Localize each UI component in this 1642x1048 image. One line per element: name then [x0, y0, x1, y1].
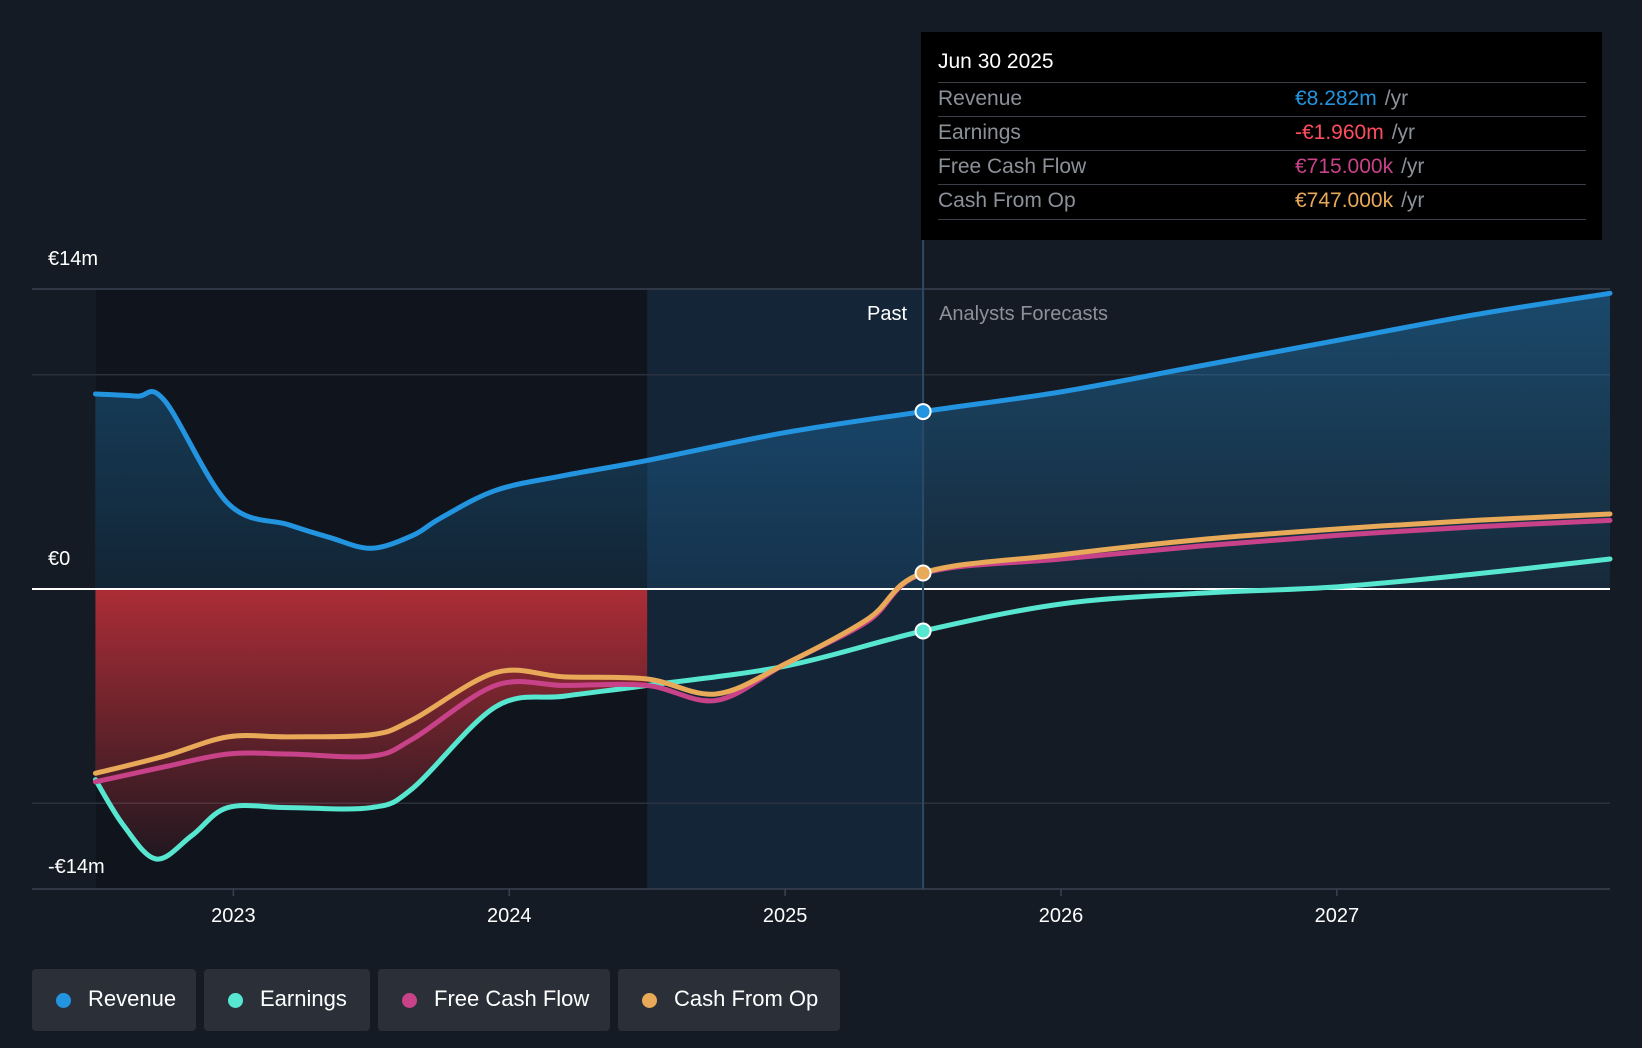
tooltip-unit: /yr: [1391, 121, 1416, 144]
legend-item-free-cash-flow[interactable]: Free Cash Flow: [378, 969, 610, 1031]
tooltip-date: Jun 30 2025: [938, 50, 1054, 73]
tooltip-value: €8.282m/yr: [1295, 87, 1408, 111]
revenue-dot-icon: [56, 993, 71, 1008]
tooltip-value: €747.000k/yr: [1295, 189, 1424, 213]
tooltip-value-text: €747.000k: [1295, 189, 1394, 212]
y-tick-label: €14m: [48, 248, 98, 270]
fcf-dot-icon: [402, 993, 417, 1008]
series-line-free-cash-flow: [92, 517, 1613, 785]
y-tick-label: €0: [48, 548, 70, 570]
tooltip-unit: /yr: [1401, 155, 1425, 178]
legend-item-revenue[interactable]: Revenue: [32, 969, 196, 1031]
tooltip-value: €715.000k/yr: [1295, 155, 1424, 179]
tooltip-unit: /yr: [1384, 87, 1409, 110]
x-tick-label: 2023: [211, 905, 256, 927]
x-tick-label: 2027: [1315, 905, 1360, 927]
tooltip-value-text: €8.282m: [1295, 87, 1377, 110]
earnings-dot-icon: [228, 993, 243, 1008]
forecast-label: Analysts Forecasts: [939, 303, 1108, 325]
legend-label: Cash From Op: [674, 986, 819, 1011]
tooltip-value-text: -€1.960m: [1295, 121, 1384, 144]
revenue-area: [95, 293, 1610, 589]
tooltip-row-revenue: Revenue €8.282m/yr: [938, 82, 1586, 117]
tooltip-label: Cash From Op: [938, 189, 1076, 212]
x-tick-label: 2025: [763, 905, 808, 927]
x-tick-label: 2026: [1039, 905, 1084, 927]
series-line-cash-from-op: [92, 511, 1613, 776]
tooltip: Jun 30 2025 Revenue €8.282m/yr Earnings …: [921, 32, 1602, 240]
cfo-dot-icon: [642, 993, 657, 1008]
legend-label: Earnings: [260, 986, 347, 1011]
earnings-negative-area: [95, 589, 648, 860]
tooltip-value: -€1.960m/yr: [1295, 121, 1415, 145]
tooltip-unit: /yr: [1401, 189, 1425, 212]
legend-label: Free Cash Flow: [434, 986, 590, 1011]
marker-revenue: [914, 403, 932, 421]
legend-item-cash-from-op[interactable]: Cash From Op: [618, 969, 840, 1031]
tooltip-row-cfo: Cash From Op €747.000k/yr: [938, 184, 1586, 220]
marker-earnings: [914, 622, 932, 640]
x-tick-label: 2024: [487, 905, 532, 927]
tooltip-row-earnings: Earnings -€1.960m/yr: [938, 116, 1586, 151]
legend-item-earnings[interactable]: Earnings: [204, 969, 370, 1031]
tooltip-label: Earnings: [938, 121, 1021, 144]
tooltip-label: Free Cash Flow: [938, 155, 1087, 178]
tooltip-row-fcf: Free Cash Flow €715.000k/yr: [938, 150, 1586, 185]
y-tick-label: -€14m: [48, 856, 105, 878]
tooltip-label: Revenue: [938, 87, 1023, 110]
marker-cash-from-op: [914, 564, 932, 582]
tooltip-value-text: €715.000k: [1295, 155, 1394, 178]
past-label: Past: [867, 303, 907, 325]
series-line-earnings: [92, 556, 1613, 862]
series-line-revenue: [92, 290, 1613, 551]
legend-label: Revenue: [88, 986, 177, 1011]
